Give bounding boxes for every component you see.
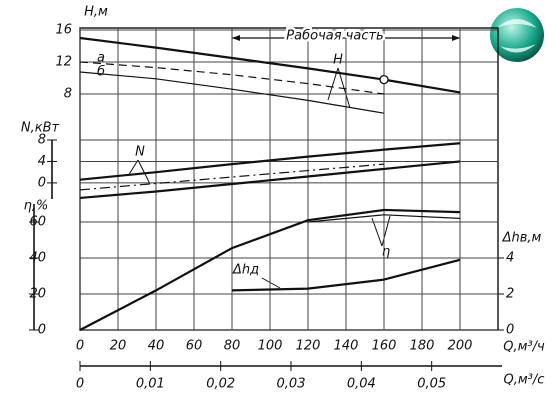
x2-tick-label: 0,05	[417, 377, 446, 392]
y-axis-label: Δhв,м	[502, 231, 542, 246]
y-tick-label: 4	[38, 154, 46, 169]
y-tick-label: 40	[29, 251, 46, 266]
annotation: η	[382, 245, 390, 260]
y-axis-label: η,%	[24, 199, 49, 214]
x2-tick-label: 0,03	[277, 377, 306, 392]
y-tick-label: 0	[506, 323, 514, 338]
annotation: Δhд	[232, 263, 259, 278]
x-tick-label: 180	[410, 339, 435, 354]
x-tick-label: 200	[448, 339, 473, 354]
y-tick-label: 16	[55, 23, 72, 38]
annotation: H	[333, 53, 343, 68]
x2-tick-label: 0,01	[136, 377, 165, 392]
curve	[79, 163, 385, 191]
x-tick-label: 160	[372, 339, 397, 354]
annotation: Рабочая часть	[286, 29, 383, 44]
annotation: a	[97, 51, 105, 66]
y-tick-label: 0	[38, 323, 46, 338]
curve	[79, 208, 461, 331]
x-tick-label: 60	[186, 339, 203, 354]
x-tick-label: 0	[76, 339, 84, 354]
annotation: б	[97, 65, 105, 80]
curve	[307, 214, 461, 223]
x2-tick-label: 0,04	[347, 377, 376, 392]
y-tick-label: 0	[38, 175, 46, 190]
y-tick-label: 20	[29, 287, 46, 302]
curve	[79, 36, 461, 94]
logo	[490, 8, 544, 62]
curve	[79, 71, 385, 114]
curve	[79, 61, 385, 95]
x-tick-label: 40	[148, 339, 165, 354]
duty-point	[379, 74, 389, 85]
x-axis-label: Q,м³/ч	[503, 340, 545, 355]
y-axis-label: H,м	[84, 5, 108, 20]
x-tick-label: 100	[258, 339, 283, 354]
x-tick-label: 20	[110, 339, 127, 354]
x2-tick-label: 0,02	[206, 377, 235, 392]
y-tick-label: 4	[506, 251, 514, 266]
x-tick-label: 140	[334, 339, 359, 354]
x-tick-label: 80	[224, 339, 241, 354]
leaders	[127, 67, 391, 289]
x2-axis-label: Q,м³/с	[504, 373, 545, 388]
y-tick-label: 12	[55, 55, 72, 70]
y-tick-label: 8	[64, 87, 72, 102]
y-tick-label: 8	[38, 133, 46, 148]
y-tick-label: 2	[506, 287, 514, 302]
y-axis-label: N,кВт	[21, 121, 60, 136]
curve	[79, 142, 461, 181]
curve	[231, 258, 461, 292]
x-tick-label: 120	[296, 339, 321, 354]
x2-tick-label: 0	[76, 377, 84, 392]
curve	[79, 160, 461, 200]
annotation: N	[135, 145, 145, 160]
y-tick-label: 60	[29, 215, 46, 230]
